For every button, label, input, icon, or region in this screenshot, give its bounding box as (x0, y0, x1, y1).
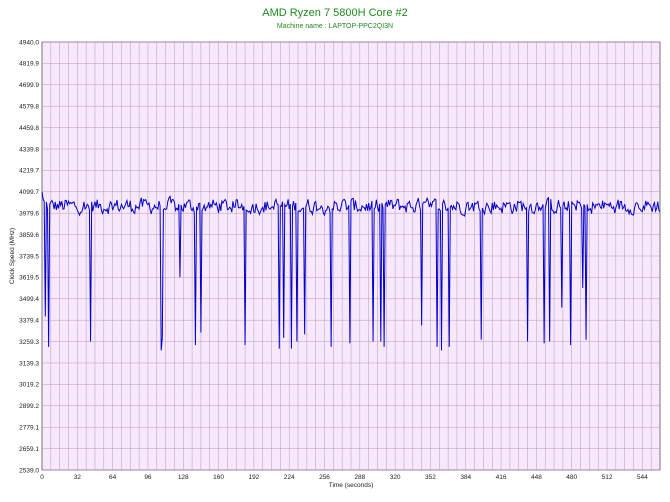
x-tick-label: 0 (40, 474, 44, 481)
clock-speed-series-line (41, 191, 661, 351)
y-tick-label: 3979.6 (19, 211, 39, 218)
x-tick-label: 128 (178, 474, 189, 481)
y-tick-label: 3619.5 (19, 275, 39, 282)
y-axis-label: Clock Speed (MHz) (9, 228, 16, 284)
x-axis-ticks: 0 32 64 96 128 160 192 224 256 288 320 352 384 416 448… (40, 474, 648, 481)
y-tick-label: 4099.7 (19, 189, 39, 196)
y-tick-label: 3259.3 (19, 339, 39, 346)
x-tick-label: 64 (109, 474, 117, 481)
x-tick-label: 256 (319, 474, 330, 481)
chart-subtitle: Machine name : LAPTOP-PPC2QI3N (277, 23, 393, 30)
x-tick-label: 320 (390, 474, 401, 481)
y-tick-label: 2539.0 (19, 467, 39, 474)
x-tick-label: 384 (460, 474, 471, 481)
grid-lines (42, 41, 660, 471)
x-tick-label: 480 (566, 474, 577, 481)
x-tick-label: 96 (144, 474, 152, 481)
y-tick-label: 4219.7 (19, 168, 39, 175)
x-tick-label: 224 (284, 474, 295, 481)
y-tick-label: 4819.9 (19, 61, 39, 68)
chart-title: AMD Ryzen 7 5800H Core #2 (262, 7, 408, 19)
y-tick-label: 2899.2 (19, 403, 39, 410)
y-tick-label: 4459.8 (19, 125, 39, 132)
y-tick-label: 4579.8 (19, 104, 39, 111)
x-tick-label: 512 (602, 474, 613, 481)
y-tick-label: 3379.4 (19, 317, 39, 324)
x-tick-label: 544 (637, 474, 648, 481)
y-tick-label: 4699.9 (19, 82, 39, 89)
y-tick-label: 3499.4 (19, 296, 39, 303)
y-tick-label: 3739.5 (19, 253, 39, 260)
x-tick-label: 160 (213, 474, 224, 481)
y-tick-label: 4940.0 (19, 39, 39, 46)
x-tick-label: 288 (354, 474, 365, 481)
x-tick-label: 192 (248, 474, 259, 481)
x-tick-label: 448 (531, 474, 542, 481)
y-tick-label: 4339.8 (19, 146, 39, 153)
x-tick-label: 352 (425, 474, 436, 481)
y-tick-label: 3019.2 (19, 382, 39, 389)
y-tick-label: 3859.6 (19, 232, 39, 239)
x-axis-label: Time (seconds) (329, 482, 374, 489)
y-axis-ticks: 2539.0 2659.1 2779.1 2899.2 3019.2 3139.3 3259… (19, 39, 39, 474)
x-tick-label: 32 (74, 474, 82, 481)
y-tick-label: 2779.1 (19, 425, 39, 432)
x-tick-label: 416 (496, 474, 507, 481)
y-tick-label: 3139.3 (19, 360, 39, 367)
y-tick-label: 2659.1 (19, 446, 39, 453)
